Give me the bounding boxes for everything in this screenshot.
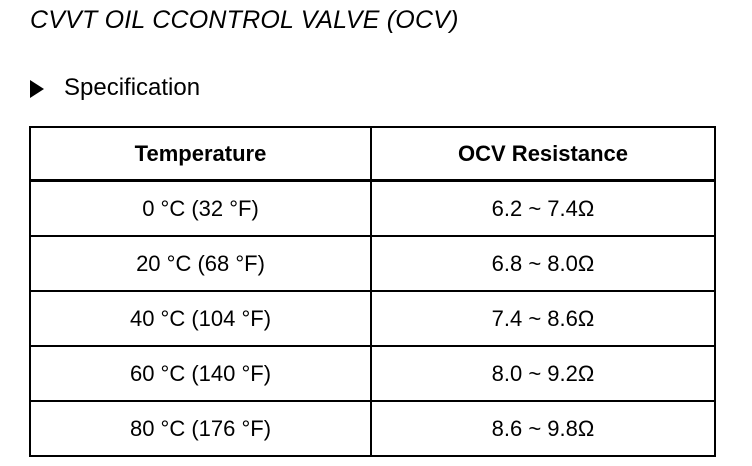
table-row: 80 °C (176 °F) 8.6 ~ 9.8Ω [29,400,716,457]
temperature-cell: 20 °C (68 °F) [29,235,372,292]
resistance-cell: 6.2 ~ 7.4Ω [370,179,716,237]
table-row: 60 °C (140 °F) 8.0 ~ 9.2Ω [29,345,716,402]
temperature-column-header: Temperature [29,126,372,182]
temperature-cell: 80 °C (176 °F) [29,400,372,457]
resistance-column-header: OCV Resistance [370,126,716,182]
specification-heading-label: Specification [64,74,201,101]
resistance-cell: 8.0 ~ 9.2Ω [370,345,716,402]
table-row: 20 °C (68 °F) 6.8 ~ 8.0Ω [29,235,716,292]
right-triangle-icon [30,79,44,98]
document-title: CVVT OIL CCONTROL VALVE (OCV) [30,6,459,34]
table-header-row: Temperature OCV Resistance [29,126,716,182]
temperature-cell: 60 °C (140 °F) [29,345,372,402]
temperature-cell: 0 °C (32 °F) [29,179,372,237]
resistance-cell: 8.6 ~ 9.8Ω [370,400,716,457]
ocv-resistance-table: Temperature OCV Resistance 0 °C (32 °F) … [29,126,716,457]
resistance-cell: 7.4 ~ 8.6Ω [370,290,716,347]
resistance-cell: 6.8 ~ 8.0Ω [370,235,716,292]
table-row: 0 °C (32 °F) 6.2 ~ 7.4Ω [29,179,716,237]
table-row: 40 °C (104 °F) 7.4 ~ 8.6Ω [29,290,716,347]
temperature-cell: 40 °C (104 °F) [29,290,372,347]
specification-heading: Specification [30,74,200,102]
